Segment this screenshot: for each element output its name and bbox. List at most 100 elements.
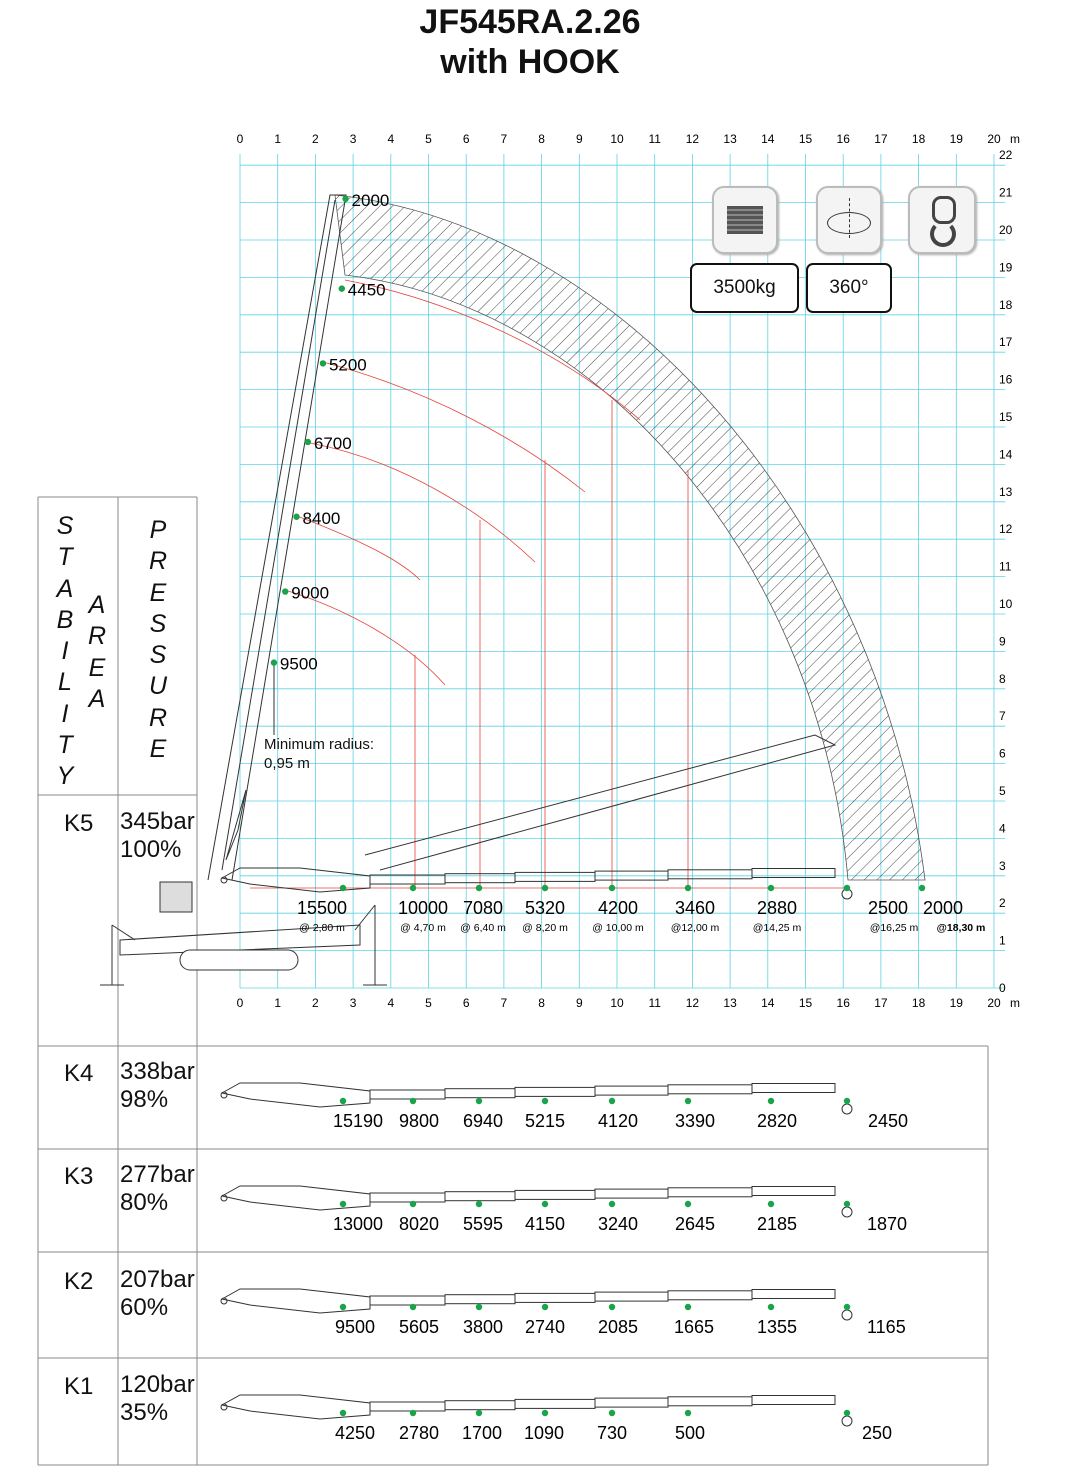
boom-section: [369, 1089, 446, 1100]
working-area-hatch: [334, 194, 926, 881]
load-value-label: 2645: [675, 1214, 715, 1234]
load-curve: [309, 442, 536, 563]
load-value-label: 1665: [674, 1317, 714, 1337]
load-point: [475, 1409, 483, 1417]
load-point: [541, 884, 549, 892]
x-unit-bottom: m: [1010, 996, 1020, 1010]
y-tick-label: 14: [999, 447, 1013, 461]
boom-section: [369, 1295, 446, 1306]
load-point: [843, 884, 851, 892]
load-value-label: 9500: [335, 1317, 375, 1337]
load-value-label: 15190: [333, 1111, 383, 1131]
pressure-value: 277bar: [120, 1161, 195, 1188]
x-tick-label-top: 0: [237, 132, 244, 146]
min-radius-value: 0,95 m: [264, 755, 310, 772]
radius-label: @ 6,40 m: [460, 922, 506, 934]
boom-section: [444, 1400, 516, 1411]
x-tick-label-bottom: 15: [799, 996, 813, 1010]
x-tick-label-top: 6: [463, 132, 470, 146]
load-point: [608, 1409, 616, 1417]
crane-chassis: [119, 924, 361, 956]
y-tick-label: 18: [999, 298, 1013, 312]
load-points: [270, 195, 926, 1417]
stability-class-label: K3: [64, 1163, 94, 1190]
load-value-label: 6940: [463, 1111, 503, 1131]
load-curve: [344, 279, 641, 421]
x-tick-label-bottom: 9: [576, 996, 583, 1010]
boom-section: [594, 1397, 669, 1408]
x-tick-label-bottom: 3: [350, 996, 357, 1010]
boom-load-label: 9000: [291, 584, 329, 603]
load-point: [409, 1200, 417, 1208]
pressure-value: 345bar: [120, 808, 195, 835]
load-value-label: 2740: [525, 1317, 565, 1337]
x-tick-label-bottom: 6: [463, 996, 470, 1010]
boom-section: [594, 1188, 669, 1199]
pressure-label: PRESSURE: [149, 516, 168, 764]
load-value-label: 500: [675, 1423, 705, 1443]
load-value-label: 10000: [398, 898, 448, 918]
load-point: [475, 884, 483, 892]
pressure-percent: 35%: [120, 1399, 169, 1426]
y-tick-label: 19: [999, 260, 1013, 274]
boom-section: [594, 1085, 669, 1096]
x-tick-label-bottom: 5: [425, 996, 432, 1010]
load-value-label: 1090: [524, 1423, 564, 1443]
load-curve: [284, 589, 446, 686]
load-value-label: 4150: [525, 1214, 565, 1234]
y-tick-label: 7: [999, 709, 1006, 723]
boom-section: [667, 1396, 753, 1407]
load-value-label: 3390: [675, 1111, 715, 1131]
area-label: AREA: [88, 591, 107, 713]
boom-section: [444, 1294, 516, 1305]
min-radius-note: Minimum radius: 0,95 m: [264, 735, 374, 773]
table-lines: [37, 496, 989, 1466]
load-point: [843, 1409, 851, 1417]
boom-section: [594, 1291, 669, 1302]
boom-load-point: [319, 360, 327, 367]
x-tick-label-bottom: 7: [501, 996, 508, 1010]
y-tick-label: 20: [999, 223, 1013, 237]
pressure-percent: 80%: [120, 1189, 169, 1216]
x-tick-label-top: 8: [538, 132, 545, 146]
x-tick-label-top: 10: [610, 132, 624, 146]
boom-section: [514, 1292, 596, 1303]
boom-load-label: 4450: [348, 281, 386, 300]
boom-pivot-icon: [220, 876, 228, 884]
boom-base-section: [220, 1394, 371, 1420]
boom-load-point: [338, 285, 345, 292]
y-tick-label: 3: [999, 859, 1006, 873]
min-radius-label: Minimum radius:: [264, 736, 375, 753]
rotation-360-icon: [816, 186, 882, 254]
load-point: [475, 1097, 483, 1105]
boom-section: [751, 1395, 836, 1405]
y-tick-label: 22: [999, 148, 1013, 162]
hook-icon: [908, 186, 976, 254]
crawler-track: [179, 949, 299, 971]
load-point: [339, 1409, 347, 1417]
boom-section: [667, 1290, 753, 1301]
load-point: [541, 1200, 549, 1208]
load-point: [608, 884, 616, 892]
x-tick-label-top: 9: [576, 132, 583, 146]
x-tick-label-top: 17: [874, 132, 888, 146]
load-point: [541, 1303, 549, 1311]
weight-block-icon: [712, 186, 778, 254]
x-tick-label-top: 12: [686, 132, 700, 146]
boom-section: [667, 1084, 753, 1095]
x-tick-label-bottom: 14: [761, 996, 775, 1010]
y-tick-label: 8: [999, 672, 1006, 686]
y-tick-label: 21: [999, 186, 1013, 200]
radius-label: @ 4,70 m: [400, 922, 446, 934]
crane-drawing: [100, 194, 853, 1427]
stability-class-label: K2: [64, 1268, 94, 1295]
x-tick-label-top: 5: [425, 132, 432, 146]
x-tick-label-top: 19: [950, 132, 964, 146]
boom-section: [369, 1192, 446, 1203]
x-tick-label-bottom: 0: [237, 996, 244, 1010]
y-tick-label: 15: [999, 410, 1013, 424]
load-value-label: 1355: [757, 1317, 797, 1337]
x-tick-label-bottom: 19: [950, 996, 964, 1010]
load-point: [608, 1200, 616, 1208]
